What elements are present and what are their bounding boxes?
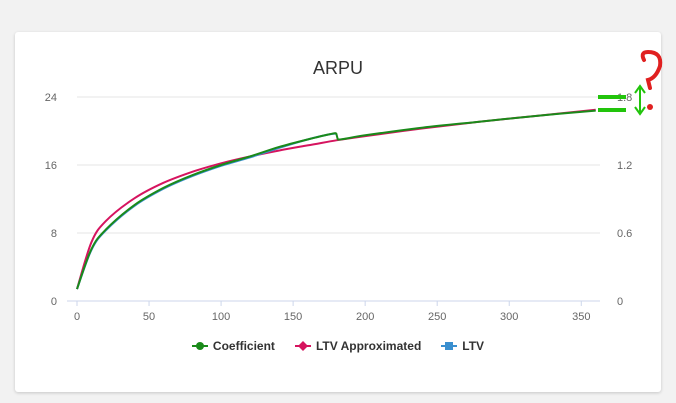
y-tick-label-right: 0.6 xyxy=(617,228,632,240)
legend: Coefficient LTV Approximated LTV xyxy=(15,339,661,353)
hand-drawn-annotations xyxy=(598,49,663,116)
x-tick-label: 350 xyxy=(572,311,590,323)
x-tick-label: 0 xyxy=(74,311,80,323)
x-tick-label: 50 xyxy=(143,311,155,323)
legend-label: Coefficient xyxy=(212,339,275,353)
double-arrow-head-up xyxy=(634,84,646,94)
chart-card xyxy=(15,32,661,392)
y-tick-label-right: 0 xyxy=(617,296,623,308)
legend-item-ltv-approximated[interactable]: LTV Approximated xyxy=(294,339,422,353)
axes xyxy=(67,300,600,306)
x-tick-label: 200 xyxy=(356,311,374,323)
question-mark-dot xyxy=(647,104,653,110)
x-tick-label: 100 xyxy=(212,311,230,323)
series-line-coefficient xyxy=(76,109,596,290)
x-tick-label: 150 xyxy=(284,311,302,323)
grid-lines xyxy=(77,96,600,234)
y-tick-label-left: 24 xyxy=(45,92,57,104)
y-tick-label-right: 1.2 xyxy=(617,160,632,172)
y-tick-label-left: 16 xyxy=(45,160,57,172)
y-tick-label-left: 0 xyxy=(51,296,57,308)
legend-label: LTV Approximated xyxy=(315,339,422,353)
double-arrow-head-down xyxy=(634,106,646,116)
series-lines xyxy=(76,108,596,290)
legend-square-icon xyxy=(441,342,458,350)
x-tick-label: 250 xyxy=(428,311,446,323)
question-mark-annotation xyxy=(640,49,663,90)
chart-title: ARPU xyxy=(312,58,363,78)
legend-diamond-icon xyxy=(294,341,311,351)
x-tick-label: 300 xyxy=(500,311,518,323)
legend-item-ltv[interactable]: LTV xyxy=(441,339,484,353)
legend-circle-icon xyxy=(191,342,208,350)
y-tick-label-left: 8 xyxy=(51,228,57,240)
legend-item-coefficient[interactable]: Coefficient xyxy=(191,339,275,353)
legend-label: LTV xyxy=(462,339,485,353)
